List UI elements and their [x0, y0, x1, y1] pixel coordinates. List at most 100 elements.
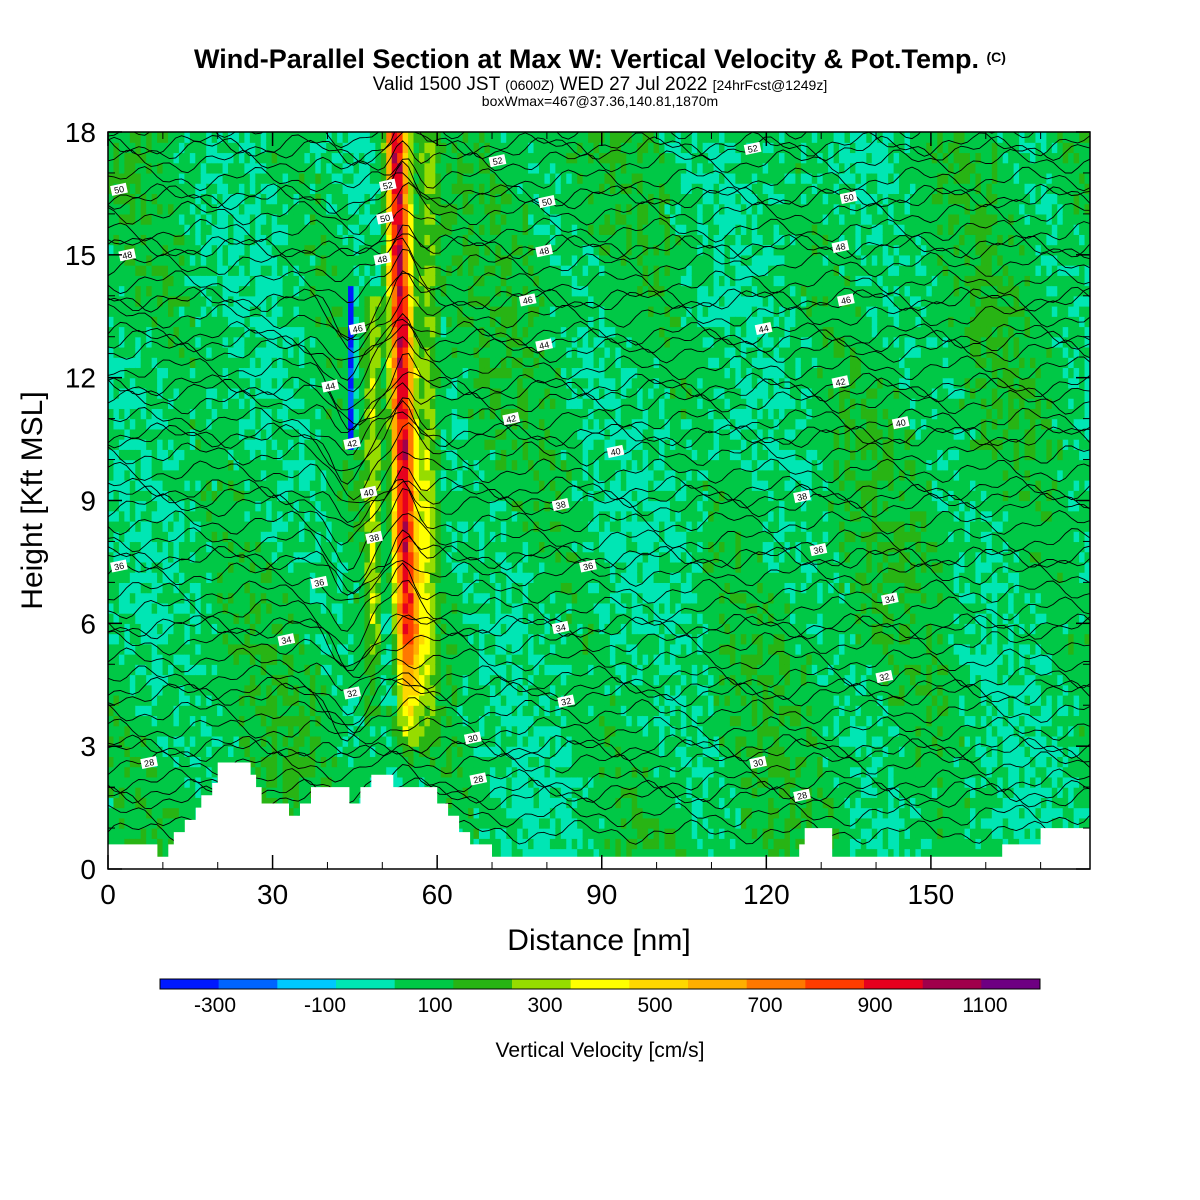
- velocity-cell: [462, 746, 469, 758]
- velocity-cell: [222, 643, 229, 655]
- velocity-cell: [424, 254, 431, 266]
- velocity-cell: [353, 766, 360, 778]
- velocity-cell: [173, 326, 180, 338]
- velocity-cell: [298, 561, 305, 573]
- velocity-cell: [473, 787, 480, 798]
- velocity-cell: [118, 265, 125, 276]
- velocity-cell: [211, 684, 218, 696]
- velocity-cell: [413, 592, 420, 604]
- velocity-cell: [304, 725, 311, 737]
- velocity-cell: [108, 572, 115, 583]
- velocity-cell: [478, 306, 486, 317]
- velocity-cell: [282, 735, 289, 747]
- velocity-cell: [228, 756, 235, 768]
- velocity-cell: [391, 469, 398, 481]
- velocity-cell: [178, 306, 185, 317]
- velocity-cell: [151, 398, 158, 409]
- velocity-cell: [348, 265, 355, 276]
- velocity-cell: [140, 490, 147, 502]
- velocity-cell: [320, 244, 327, 256]
- velocity-cell: [364, 602, 371, 614]
- velocity-cell: [162, 520, 169, 532]
- velocity-cell: [238, 469, 245, 481]
- velocity-cell: [337, 203, 344, 215]
- velocity-cell: [157, 848, 164, 860]
- velocity-cell: [413, 132, 420, 143]
- velocity-cell: [151, 183, 158, 195]
- velocity-cell: [233, 500, 240, 512]
- velocity-cell: [129, 551, 136, 563]
- velocity-cell: [233, 203, 240, 215]
- velocity-cell: [418, 623, 426, 635]
- velocity-cell: [386, 694, 393, 706]
- velocity-cell: [358, 213, 366, 225]
- velocity-cell: [402, 541, 409, 553]
- velocity-cell: [255, 633, 262, 645]
- velocity-cell: [473, 643, 480, 655]
- velocity-cell: [408, 643, 415, 655]
- velocity-cell: [358, 674, 366, 686]
- velocity-cell: [282, 500, 289, 512]
- velocity-cell: [189, 398, 196, 409]
- velocity-cell: [386, 480, 393, 491]
- velocity-cell: [331, 183, 338, 195]
- velocity-cell: [375, 265, 382, 276]
- velocity-cell: [157, 377, 164, 389]
- velocity-cell: [178, 142, 185, 154]
- velocity-cell: [440, 162, 447, 174]
- velocity-cell: [238, 142, 245, 154]
- velocity-cell: [424, 592, 431, 604]
- velocity-cell: [189, 172, 196, 184]
- velocity-cell: [113, 213, 120, 225]
- velocity-cell: [375, 459, 382, 471]
- velocity-cell: [184, 418, 191, 430]
- velocity-cell: [331, 551, 338, 563]
- velocity-cell: [135, 572, 142, 583]
- velocity-cell: [271, 346, 278, 358]
- velocity-cell: [380, 531, 387, 543]
- velocity-cell: [173, 613, 180, 624]
- velocity-cell: [418, 776, 426, 788]
- velocity-cell: [282, 664, 289, 676]
- velocity-cell: [184, 643, 191, 655]
- velocity-cell: [397, 265, 404, 276]
- velocity-cell: [157, 705, 164, 717]
- velocity-cell: [129, 418, 136, 430]
- velocity-cell: [211, 531, 218, 543]
- velocity-cell: [446, 244, 453, 256]
- velocity-cell: [309, 316, 316, 328]
- velocity-cell: [446, 398, 453, 409]
- velocity-cell: [435, 797, 442, 809]
- velocity-cell: [277, 684, 284, 696]
- velocity-cell: [397, 715, 404, 727]
- velocity-cell: [309, 285, 316, 297]
- velocity-cell: [418, 705, 426, 717]
- velocity-cell: [195, 633, 202, 645]
- velocity-cell: [288, 428, 295, 440]
- velocity-cell: [375, 684, 382, 696]
- velocity-cell: [129, 541, 136, 553]
- velocity-cell: [348, 500, 355, 512]
- velocity-cell: [168, 592, 175, 604]
- velocity-cell: [255, 654, 262, 665]
- velocity-cell: [440, 142, 447, 154]
- velocity-cell: [451, 674, 458, 686]
- velocity-cell: [162, 715, 169, 727]
- velocity-cell: [233, 459, 240, 471]
- velocity-cell: [222, 664, 229, 676]
- velocity-cell: [375, 306, 382, 317]
- velocity-cell: [140, 316, 147, 328]
- velocity-cell: [408, 674, 415, 686]
- velocity-cell: [233, 152, 240, 164]
- velocity-cell: [260, 623, 267, 635]
- velocity-cell: [146, 162, 153, 174]
- velocity-cell: [402, 654, 409, 665]
- velocity-cell: [326, 142, 333, 154]
- velocity-cell: [331, 674, 338, 686]
- velocity-cell: [446, 367, 453, 379]
- velocity-cell: [151, 664, 158, 676]
- velocity-cell: [178, 776, 185, 788]
- velocity-cell: [320, 234, 327, 246]
- velocity-cell: [337, 592, 344, 604]
- velocity-cell: [386, 336, 393, 348]
